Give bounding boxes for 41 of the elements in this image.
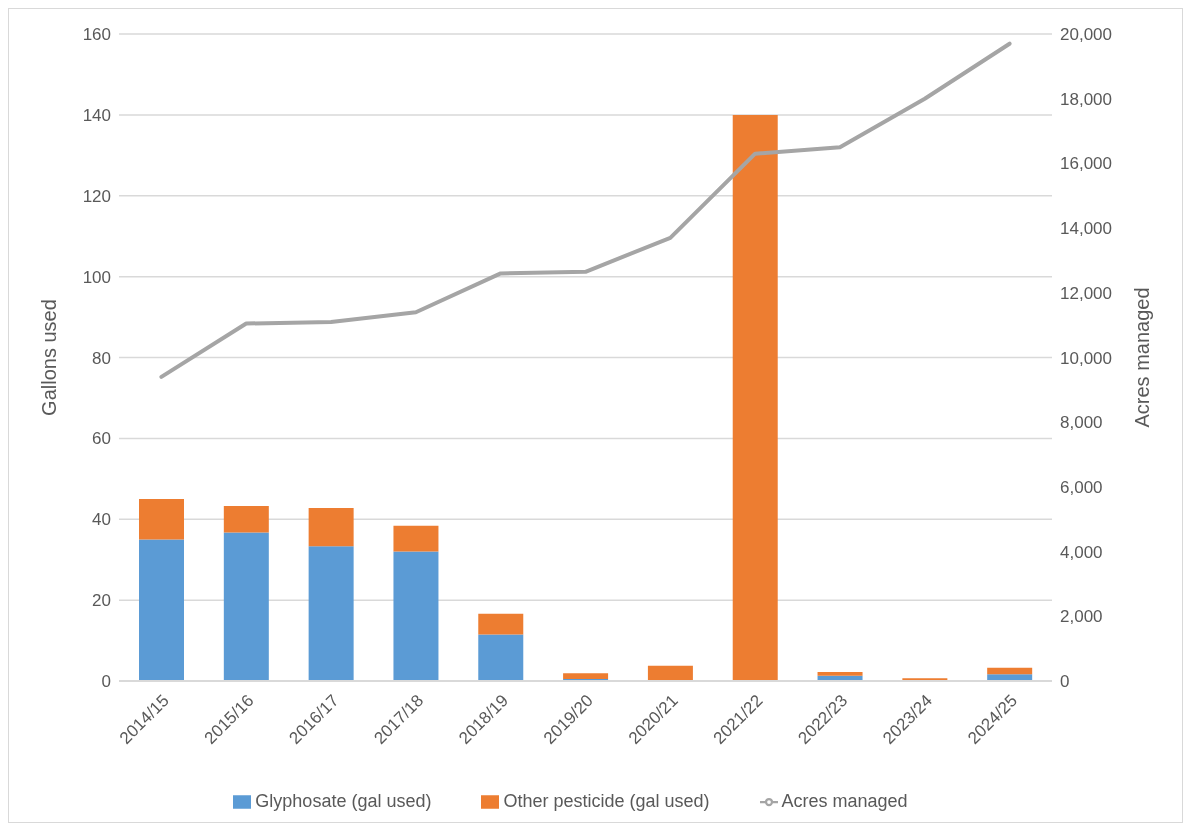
y-tick-label: 160 [82, 25, 111, 45]
y2-tick-label: 8,000 [1060, 413, 1103, 433]
legend-label: Other pesticide (gal used) [503, 791, 710, 811]
bar [139, 499, 184, 540]
y2-tick-label: 2,000 [1060, 607, 1103, 627]
bar [647, 665, 693, 681]
y-tick-label: 100 [82, 267, 111, 287]
bar [223, 505, 269, 533]
y-axis-title: Gallons used [38, 299, 61, 416]
bar [732, 114, 778, 681]
y2-tick-label: 20,000 [1060, 25, 1112, 45]
bar [817, 672, 863, 676]
legend-label: Acres managed [781, 791, 908, 811]
bar [563, 673, 609, 679]
y-tick-label: 60 [92, 429, 111, 449]
y2-tick-label: 18,000 [1060, 89, 1112, 109]
y-tick-label: 20 [92, 591, 111, 611]
y-tick-label: 40 [92, 510, 111, 530]
y-tick-label: 0 [101, 672, 111, 692]
y2-tick-label: 12,000 [1060, 283, 1112, 303]
bar [478, 613, 524, 635]
bar [308, 546, 354, 681]
bar [393, 525, 439, 552]
y2-tick-label: 6,000 [1060, 477, 1103, 497]
bar [139, 539, 184, 681]
y2-tick-label: 10,000 [1060, 348, 1112, 368]
line-series [159, 41, 1012, 379]
y-tick-label: 80 [92, 348, 111, 368]
y2-tick-label: 0 [1060, 672, 1070, 692]
y2-tick-label: 4,000 [1060, 542, 1103, 562]
bar [393, 551, 439, 681]
y2-tick-label: 16,000 [1060, 154, 1112, 174]
y2-axis-title: Acres managed [1131, 287, 1154, 428]
y-tick-label: 140 [82, 105, 111, 125]
y2-tick-label: 14,000 [1060, 219, 1112, 239]
y-tick-label: 120 [82, 186, 111, 206]
bar [987, 667, 1033, 675]
bar [478, 634, 524, 681]
bar [308, 507, 354, 547]
legend-label: Glyphosate (gal used) [255, 791, 432, 811]
bar [223, 532, 269, 681]
